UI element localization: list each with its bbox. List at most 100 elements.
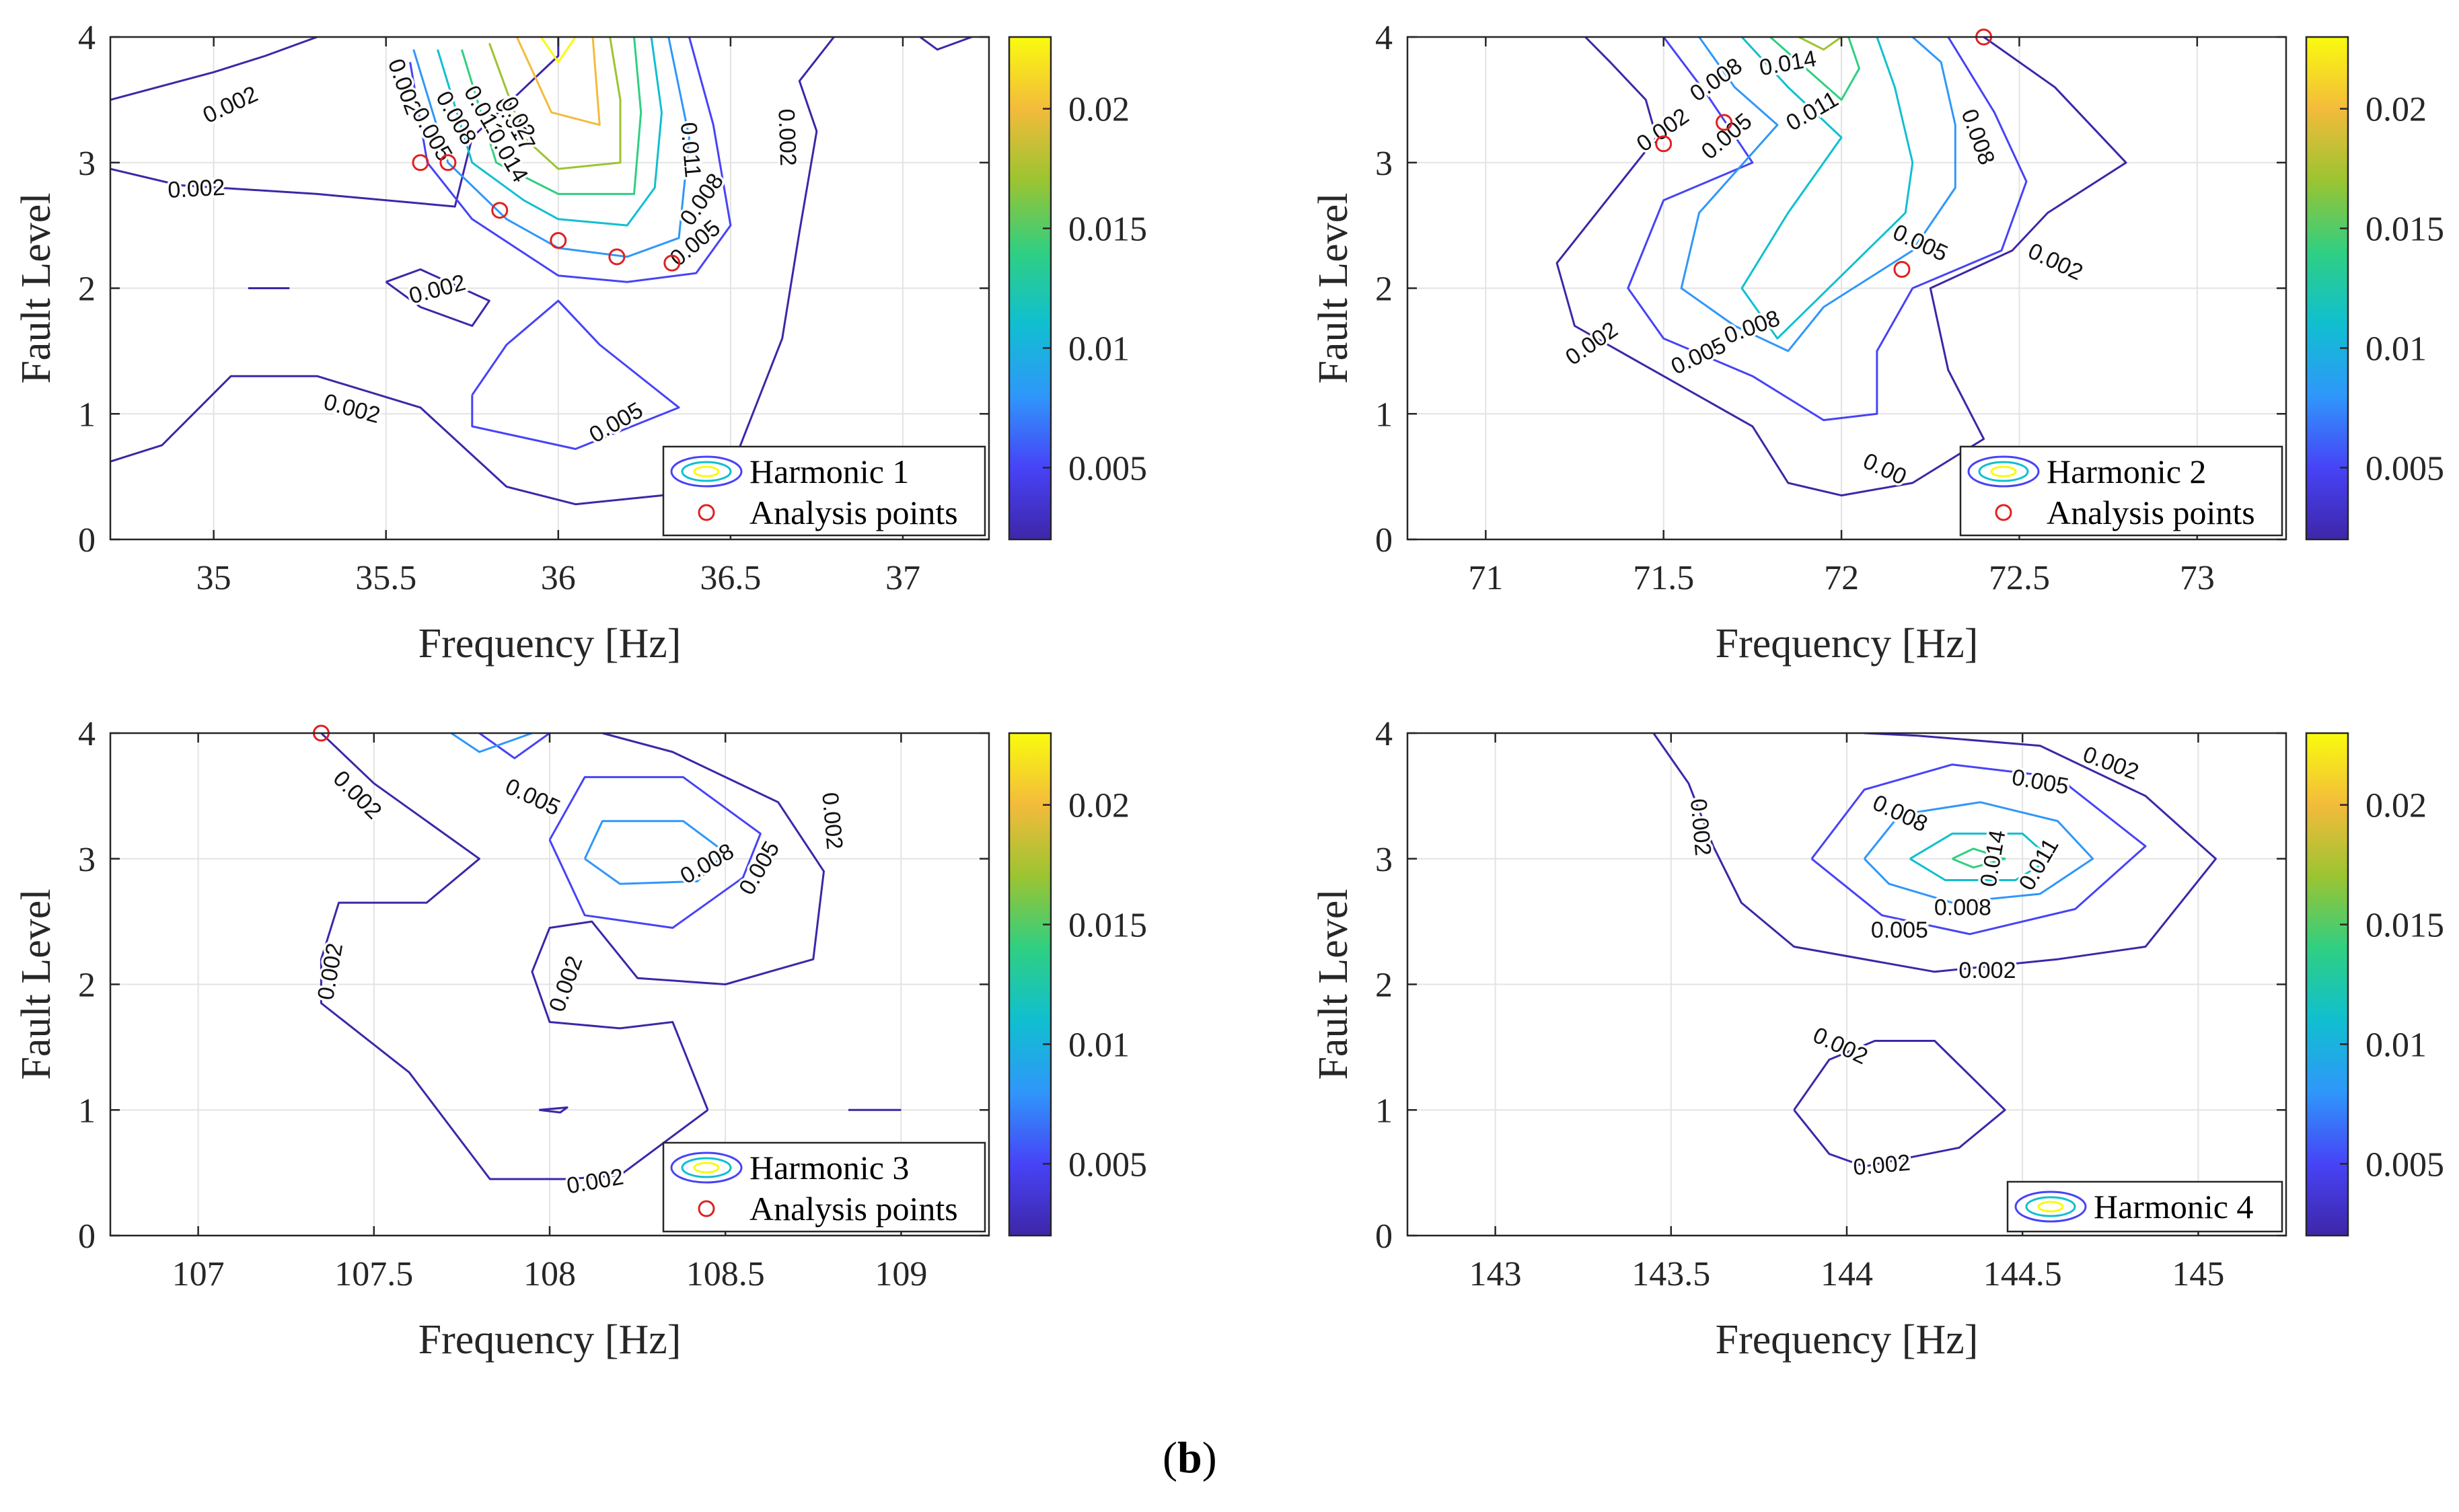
x-tick-label: 35 [196, 559, 231, 597]
colorbar-scale [2305, 732, 2349, 1237]
legend-entry-analysis-points: Analysis points [749, 494, 958, 531]
y-tick-labels: 0 1 2 3 4 [78, 19, 96, 560]
contour-label: 0.002 [773, 108, 801, 166]
x-axis-label: Frequency [Hz] [418, 621, 682, 667]
y-tick-label: 0 [78, 521, 96, 560]
contour-lines [110, 37, 972, 506]
y-axis-label: Fault Level [1311, 889, 1356, 1080]
x-axis-label: Frequency [Hz] [1716, 1317, 1979, 1363]
legend-ellipse-outer [1967, 455, 2040, 488]
legend-ellipse-outer [2014, 1190, 2087, 1223]
legend-ellipse-mid [1978, 461, 2029, 482]
contour-0_008 [1680, 37, 1956, 352]
legend: Harmonic 3 Analysis points [662, 1141, 986, 1233]
contour-0_005 [1627, 37, 2028, 422]
colorbar-tick-label: 0.005 [2365, 1145, 2444, 1184]
x-tick-label: 72.5 [1989, 559, 2050, 597]
legend: Harmonic 4 [2006, 1180, 2283, 1233]
colorbar: 0.005 0.01 0.015 0.02 [2305, 732, 2444, 1237]
y-tick-label: 2 [1375, 270, 1393, 309]
contour-0_011 [437, 37, 663, 227]
contour-legend-icon [670, 455, 743, 488]
legend-ellipse-outer [670, 1151, 743, 1184]
contour-lines [320, 733, 902, 1180]
analysis-point [1716, 114, 1733, 131]
legend-box [1959, 445, 2283, 537]
legend-ellipse-inner [693, 1162, 720, 1174]
x-tick-label: 143.5 [1631, 1255, 1710, 1293]
y-tick-label: 3 [78, 841, 96, 879]
contour-0_011 [1909, 832, 2052, 881]
x-tick-label: 37 [885, 559, 920, 597]
y-tick-label: 4 [1375, 19, 1393, 57]
colorbar-tick-label: 0.02 [1068, 787, 1130, 825]
y-tick-label: 0 [1375, 1217, 1393, 1256]
contour-0_008 [1863, 801, 2094, 904]
contour-0_002 [385, 268, 490, 327]
y-tick-label: 4 [1375, 715, 1393, 753]
contour-0_002 [531, 733, 825, 1110]
x-tick-label: 36 [541, 559, 576, 597]
legend-ellipse-mid [681, 1157, 732, 1178]
panel-1: 0.0020.0020.0020.0020.0020.0020.0050.008… [13, 19, 1147, 667]
y-axis-label: Fault Level [1311, 192, 1356, 383]
contour-0_002 [110, 37, 835, 506]
colorbar-scale [1008, 36, 1052, 541]
contour-label: 0.002 [167, 175, 225, 203]
legend-ellipse-inner [2037, 1201, 2064, 1213]
colorbar-tick-label: 0.015 [2365, 211, 2444, 249]
contour-0_002 [1555, 37, 2127, 497]
contour-label: 0.002 [1958, 958, 2016, 983]
contour-legend-icon [2014, 1190, 2087, 1223]
contour-0_014 [1952, 847, 2006, 869]
contour-0_002 [1793, 1040, 2006, 1168]
x-tick-label: 72 [1824, 559, 1859, 597]
y-tick-label: 4 [78, 715, 96, 753]
legend-box [662, 445, 986, 537]
analysis-point [1893, 260, 1911, 278]
colorbar-tick-label: 0.02 [2365, 91, 2427, 129]
x-tick-label: 109 [875, 1255, 927, 1293]
analysis-point-legend-icon [698, 504, 715, 521]
colorbar-tick-label: 0.015 [1068, 907, 1147, 945]
contour-0_008 [583, 820, 727, 885]
y-tick-label: 1 [1375, 395, 1393, 434]
x-tick-labels: 71 71.5 72 72.5 73 [1468, 559, 2214, 597]
contour-0_005 [548, 776, 762, 929]
y-tick-label: 1 [1375, 1092, 1393, 1130]
x-tick-label: 107 [172, 1255, 225, 1293]
y-axis-label: Fault Level [13, 889, 59, 1080]
contour-0_02 [515, 37, 601, 126]
analysis-point [1655, 135, 1673, 153]
y-tick-label: 1 [78, 395, 96, 434]
analysis-point [491, 202, 509, 219]
contour-0_008 [412, 37, 690, 258]
legend-box [2006, 1180, 2283, 1233]
legend-ellipse-mid [2025, 1196, 2076, 1217]
y-tick-label: 0 [78, 1217, 96, 1256]
analysis-point [412, 154, 429, 172]
contour-label: 0.002 [817, 792, 847, 851]
legend-entry-harmonic: Harmonic 2 [2047, 453, 2206, 490]
legend-ellipse-inner [693, 465, 720, 478]
x-tick-label: 35.5 [355, 559, 416, 597]
colorbar-tick-label: 0.02 [1068, 91, 1130, 129]
contour-0_002 [1652, 733, 2217, 973]
x-tick-label: 108.5 [686, 1255, 765, 1293]
colorbar-tick-label: 0.01 [1068, 330, 1130, 368]
analysis-point [550, 232, 567, 250]
y-tick-labels: 0 1 2 3 4 [78, 715, 96, 1256]
x-tick-label: 71 [1468, 559, 1503, 597]
x-tick-label: 144.5 [1983, 1255, 2062, 1293]
contour-0_014 [1769, 37, 1860, 101]
legend: Harmonic 1 Analysis points [662, 445, 986, 537]
y-tick-label: 2 [78, 967, 96, 1005]
contour-0_008 [450, 733, 533, 753]
contour-0_002 [539, 1106, 568, 1114]
y-tick-label: 3 [1375, 841, 1393, 879]
contour-0_017 [488, 37, 622, 170]
ticks [110, 732, 989, 1237]
